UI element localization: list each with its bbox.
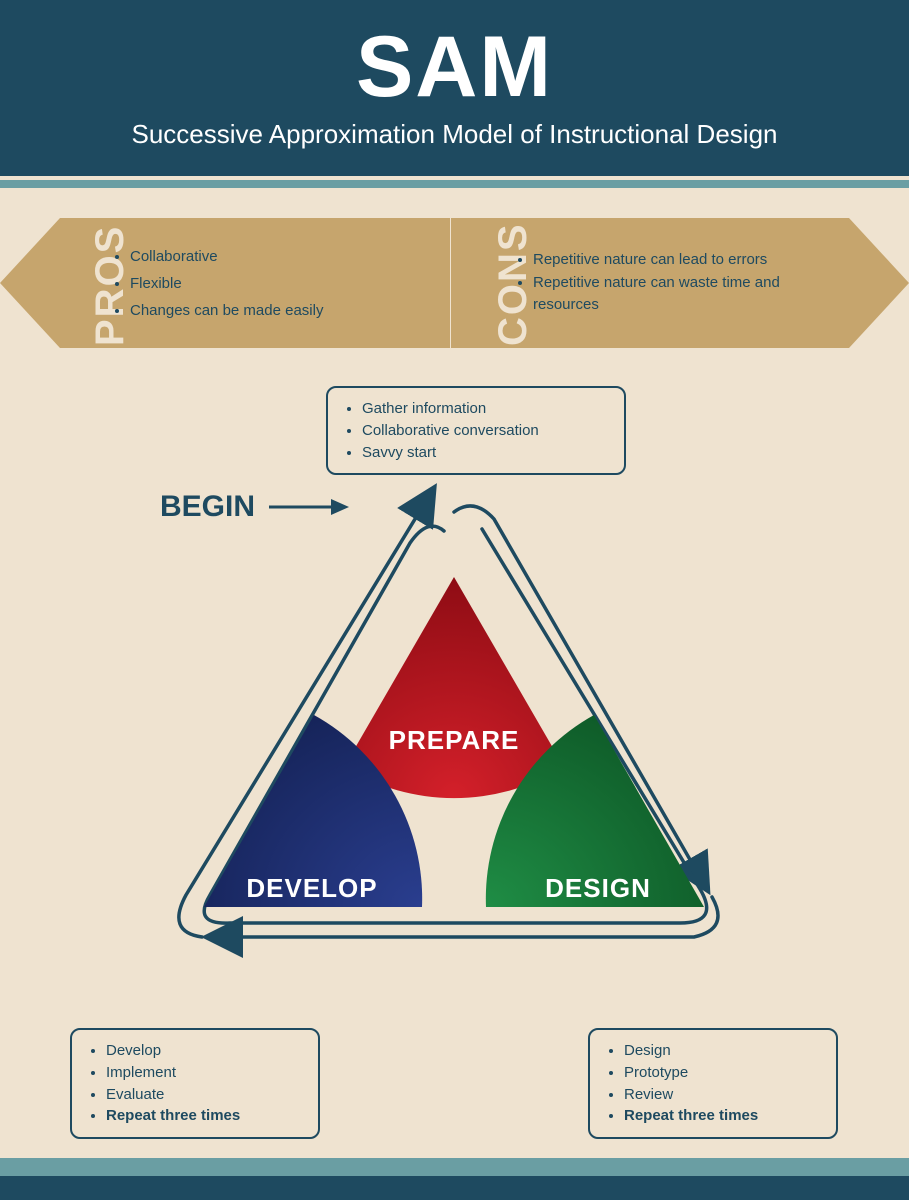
cons-block: CONS Repetitive nature can lead to error…: [451, 218, 909, 348]
page-title: SAM: [0, 18, 909, 117]
list-item: Collaborative conversation: [362, 420, 604, 442]
prepare-details-list: Gather informationCollaborative conversa…: [362, 398, 604, 463]
list-item-bold: Repeat three times: [624, 1105, 816, 1127]
cons-list: Repetitive nature can lead to errorsRepe…: [533, 249, 833, 317]
bottom-divider-dark: [0, 1176, 909, 1200]
develop-details-list: DevelopImplementEvaluateRepeat three tim…: [106, 1040, 298, 1127]
design-details-box: DesignPrototypeReviewRepeat three times: [588, 1028, 838, 1139]
pros-cons-section: PROS CollaborativeFlexibleChanges can be…: [0, 218, 909, 358]
list-item: Evaluate: [106, 1084, 298, 1106]
list-item: Changes can be made easily: [130, 297, 323, 324]
list-item: Prototype: [624, 1062, 816, 1084]
pros-block: PROS CollaborativeFlexibleChanges can be…: [0, 218, 450, 348]
list-item: Review: [624, 1084, 816, 1106]
page-subtitle: Successive Approximation Model of Instru…: [0, 119, 909, 150]
list-item: Repetitive nature can waste time and res…: [533, 272, 833, 317]
design-phase-label: DESIGN: [545, 873, 651, 903]
list-item: Design: [624, 1040, 816, 1062]
design-details-list: DesignPrototypeReviewRepeat three times: [624, 1040, 816, 1127]
list-item: Develop: [106, 1040, 298, 1062]
list-item: Repetitive nature can lead to errors: [533, 249, 833, 272]
divider-top: [0, 180, 909, 188]
header: SAM Successive Approximation Model of In…: [0, 0, 909, 176]
list-item: Savvy start: [362, 442, 604, 464]
bottom-divider-teal: [0, 1158, 909, 1176]
list-item: Collaborative: [130, 243, 323, 270]
list-item-bold: Repeat three times: [106, 1105, 298, 1127]
prepare-details-box: Gather informationCollaborative conversa…: [326, 386, 626, 475]
pros-label: PROS: [88, 225, 133, 346]
prepare-phase-label: PREPARE: [389, 725, 520, 755]
list-item: Gather information: [362, 398, 604, 420]
list-item: Implement: [106, 1062, 298, 1084]
cons-label: CONS: [491, 222, 536, 346]
pros-list: CollaborativeFlexibleChanges can be made…: [130, 243, 323, 324]
list-item: Flexible: [130, 270, 323, 297]
triangle-cycle-diagram: PREPARE DESIGN DEVELOP: [144, 477, 764, 1037]
develop-phase-label: DEVELOP: [246, 873, 377, 903]
develop-details-box: DevelopImplementEvaluateRepeat three tim…: [70, 1028, 320, 1139]
